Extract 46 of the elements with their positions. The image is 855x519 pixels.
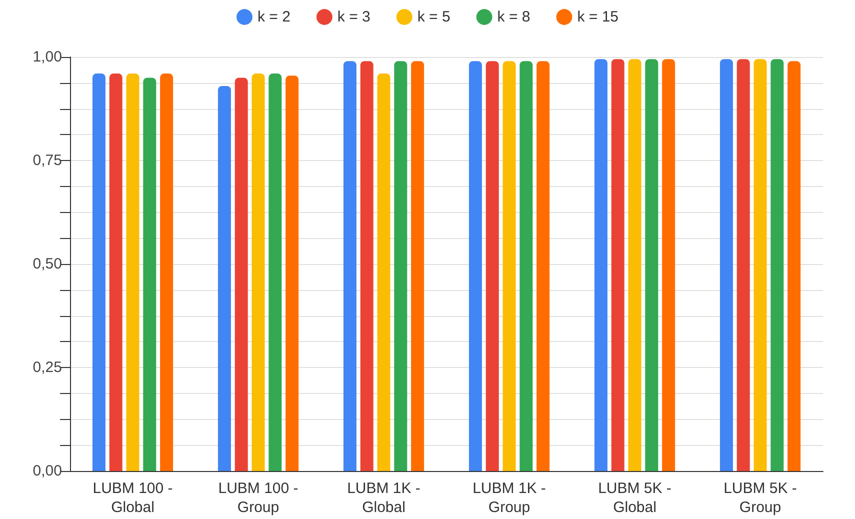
bar [160, 74, 174, 471]
x-tick-label: LUBM 100 - Global [92, 480, 173, 516]
bar [234, 78, 248, 471]
bar [143, 78, 156, 471]
bar [343, 61, 356, 471]
bar [394, 61, 408, 471]
y-tick-label: 0,25 [32, 359, 62, 376]
bar [502, 61, 516, 471]
x-tick-label: LUBM 100 - Group [218, 480, 298, 516]
y-tick-label: 0,50 [32, 256, 62, 272]
y-tick-label: 0,75 [32, 152, 62, 169]
bar [645, 59, 658, 471]
y-tick-label: 0,00 [32, 462, 62, 480]
x-tick-label: LUBM 5K - Group [724, 480, 797, 516]
bar [268, 74, 282, 471]
legend-label: k = 5 [417, 8, 450, 26]
bar [720, 59, 733, 471]
bar [754, 59, 767, 471]
legend-label: k = 3 [337, 8, 370, 26]
bar [286, 76, 299, 471]
bar [611, 59, 624, 471]
bar [411, 61, 424, 471]
bar [662, 59, 676, 471]
bar [536, 61, 550, 471]
bar [736, 59, 750, 471]
bar [486, 61, 499, 471]
bar [594, 59, 608, 471]
legend-label: k = 8 [497, 8, 530, 26]
bar [218, 86, 231, 471]
x-tick-label: LUBM 1K - Global [347, 480, 420, 516]
bar [468, 61, 482, 471]
x-tick-label: LUBM 1K - Group [472, 480, 546, 516]
legend-label: k = 2 [257, 8, 290, 26]
bar [628, 59, 642, 471]
bar [377, 74, 390, 471]
bar [126, 74, 140, 471]
y-tick-label: 1,00 [32, 48, 62, 66]
bar [360, 61, 374, 471]
bar [92, 74, 106, 471]
bar [788, 61, 801, 471]
bar [520, 61, 533, 471]
bar [109, 74, 122, 471]
x-tick-label: LUBM 5K - Global [598, 480, 672, 516]
bar [252, 74, 265, 471]
bar [770, 59, 784, 471]
legend-label: k = 15 [577, 8, 619, 26]
